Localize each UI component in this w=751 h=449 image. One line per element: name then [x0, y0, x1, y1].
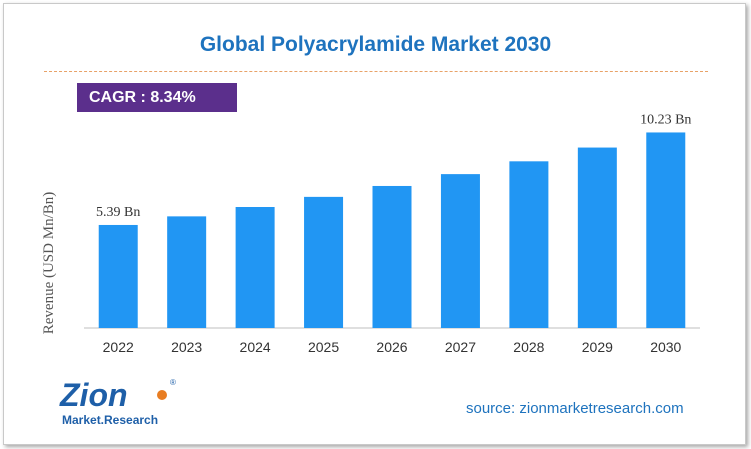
logo-globe-icon — [157, 390, 167, 400]
source-text: source: zionmarketresearch.com — [466, 400, 684, 417]
bar-2028 — [509, 161, 549, 328]
data-label-2030: 10.23 Bn — [640, 112, 691, 127]
data-label-2022: 5.39 Bn — [96, 205, 140, 220]
bar-2027 — [440, 174, 480, 328]
x-tick-2030: 2030 — [650, 339, 681, 355]
x-tick-2024: 2024 — [240, 339, 271, 355]
x-tick-2027: 2027 — [445, 339, 476, 355]
x-tick-2029: 2029 — [582, 339, 613, 355]
title-divider — [44, 71, 708, 72]
zion-logo: Zion ® Market.Research — [59, 377, 176, 427]
bar-2024 — [235, 207, 275, 328]
x-tick-labels: 2022 2023 2024 2025 2026 2027 2028 2029 2030 — [103, 339, 682, 355]
x-tick-2028: 2028 — [513, 339, 544, 355]
bar-2030 — [646, 132, 686, 328]
bar-2022 — [98, 224, 138, 328]
bar-2025 — [304, 196, 344, 328]
logo-tagline: Market.Research — [62, 413, 158, 427]
x-tick-2022: 2022 — [103, 339, 134, 355]
bar-2029 — [577, 147, 617, 328]
logo-wordmark: Zion — [59, 377, 128, 413]
x-tick-2026: 2026 — [376, 339, 407, 355]
chart-title: Global Polyacrylamide Market 2030 — [199, 33, 552, 56]
bar-2026 — [372, 185, 412, 328]
cagr-badge: CAGR : 8.34% — [77, 83, 237, 112]
x-tick-2025: 2025 — [308, 339, 339, 355]
y-axis-label: Revenue (USD Mn/Bn) — [41, 192, 57, 335]
data-labels: 5.39 Bn 10.23 Bn — [96, 112, 691, 220]
logo-registered-mark: ® — [170, 378, 176, 387]
x-tick-2023: 2023 — [171, 339, 202, 355]
bar-2023 — [167, 216, 207, 328]
chart-bars — [98, 132, 686, 328]
